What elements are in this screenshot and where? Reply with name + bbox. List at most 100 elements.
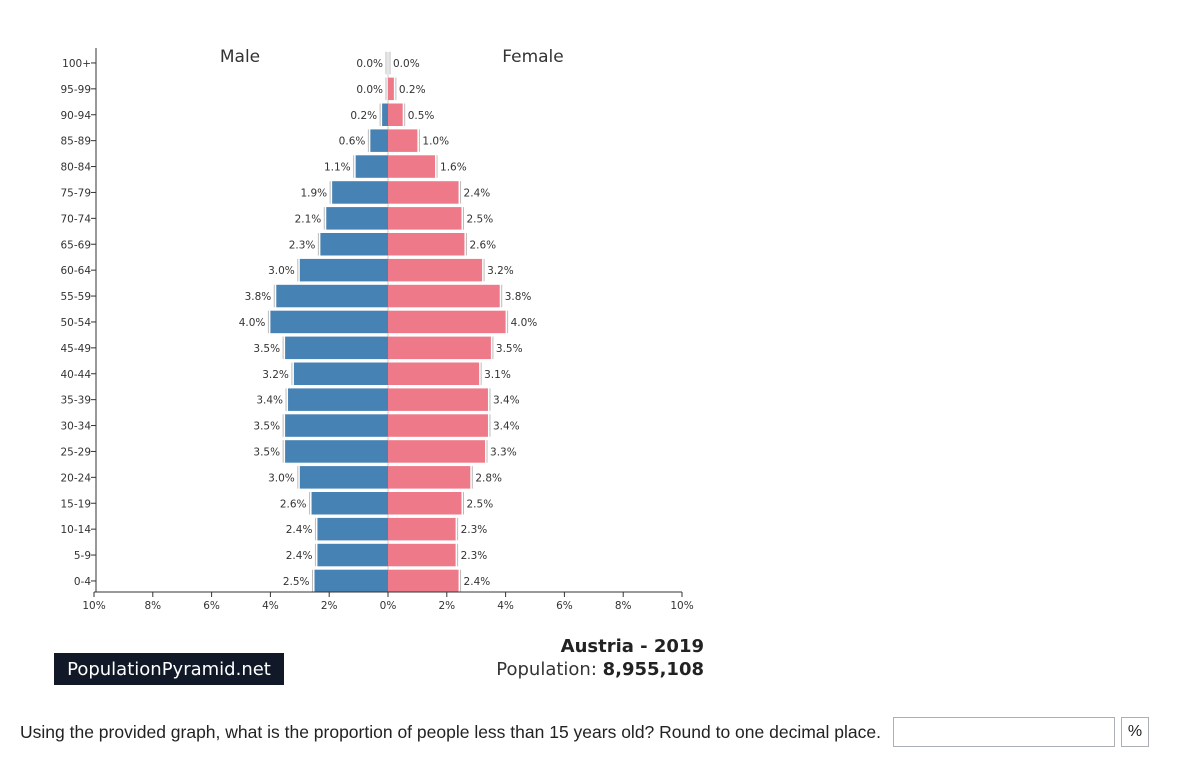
x-tick-label: 6% [203,600,220,612]
male-value-label: 1.9% [300,187,327,199]
female-bar [388,388,488,411]
population-line: Population: 8,955,108 [496,659,704,680]
female-value-label: 3.4% [493,421,520,433]
male-title: Male [220,47,260,67]
age-group-label: 80-84 [60,162,91,174]
female-value-label: 2.4% [464,187,491,199]
unit-label: % [1120,717,1149,747]
x-tick-label: 10% [670,600,693,612]
male-bar [314,569,388,593]
age-group-label: 70-74 [60,213,91,225]
male-value-label: 2.4% [286,524,313,536]
age-group-label: 90-94 [60,110,91,122]
age-group-label: 30-34 [60,421,91,433]
female-bar [388,310,506,334]
x-tick-label: 4% [262,600,279,612]
female-value-label: 2.3% [461,524,488,536]
x-tick-label: 4% [497,600,514,612]
male-bar [326,207,388,230]
x-tick-label: 8% [615,600,632,612]
male-value-label: 2.1% [295,213,322,225]
female-bar [388,155,436,178]
male-value-label: 3.0% [268,472,295,484]
male-bar [276,284,388,308]
country-year-title: Austria - 2019 [560,636,704,657]
age-group-label: 35-39 [60,395,91,407]
male-bar [270,310,388,334]
female-value-label: 3.5% [496,343,523,355]
age-group-label: 40-44 [60,369,91,381]
question-row: Using the provided graph, what is the pr… [20,714,1190,750]
male-value-label: 2.4% [286,550,313,562]
age-group-label: 25-29 [60,446,91,458]
age-group-label: 20-24 [60,472,91,484]
male-bar [370,129,388,152]
female-value-label: 0.0% [393,58,420,70]
male-value-label: 0.2% [350,110,377,122]
age-group-label: 85-89 [60,136,91,148]
x-tick-label: 2% [321,600,338,612]
female-bar [388,543,456,567]
x-tick-label: 6% [556,600,573,612]
age-group-label: 60-64 [60,265,91,277]
male-value-label: 2.3% [289,239,316,251]
male-bar [355,155,388,178]
male-value-label: 3.4% [256,395,283,407]
female-value-label: 3.8% [505,291,532,303]
female-value-label: 3.2% [487,265,514,277]
female-bar [388,362,480,385]
female-value-label: 1.6% [440,162,467,174]
male-bar [317,517,388,541]
female-bar [388,466,471,489]
male-bar [293,362,388,385]
x-tick-label: 8% [144,600,161,612]
female-title: Female [502,47,563,67]
female-bar [388,284,500,308]
male-bar [285,414,388,437]
male-bar [288,388,388,411]
male-bar [299,466,388,489]
female-value-label: 2.8% [475,472,502,484]
male-bar [382,103,388,126]
male-value-label: 2.6% [280,498,307,510]
age-group-label: 100+ [62,58,91,70]
male-value-label: 0.0% [356,58,383,70]
female-value-label: 3.1% [484,369,511,381]
female-bar [388,77,394,101]
female-bar [388,440,486,463]
female-value-label: 2.4% [464,576,491,588]
age-group-label: 55-59 [60,291,91,303]
female-bar [388,233,465,256]
male-bar [317,543,388,567]
female-bar [388,569,459,593]
population-pyramid-chart: Male Female 100+ 0.0% 0.0% 95-99 0.0% 0.2% 90-94… [60,47,693,612]
female-bar [388,181,459,204]
x-tick-label: 10% [82,600,105,612]
female-bar [388,492,462,515]
female-bar [388,129,418,152]
age-group-label: 10-14 [60,524,91,536]
male-value-label: 3.2% [262,369,289,381]
female-value-label: 0.2% [399,84,426,96]
age-group-label: 5-9 [74,550,91,562]
male-bar [285,336,388,360]
age-group-label: 75-79 [60,187,91,199]
male-bar [332,181,388,204]
female-bar [388,517,456,541]
age-group-label: 45-49 [60,343,91,355]
female-bar [388,207,462,230]
female-bar [388,414,488,437]
female-value-label: 0.5% [408,110,435,122]
x-tick-label: 0% [380,600,397,612]
female-value-label: 2.5% [467,213,494,225]
female-value-label: 4.0% [511,317,538,329]
age-group-label: 65-69 [60,239,91,251]
female-value-label: 3.3% [490,446,517,458]
male-value-label: 3.5% [253,421,280,433]
age-group-label: 50-54 [60,317,91,329]
answer-input[interactable] [892,717,1115,747]
female-value-label: 2.3% [461,550,488,562]
female-bar [388,336,491,360]
male-value-label: 3.8% [245,291,272,303]
age-group-label: 15-19 [60,498,91,510]
